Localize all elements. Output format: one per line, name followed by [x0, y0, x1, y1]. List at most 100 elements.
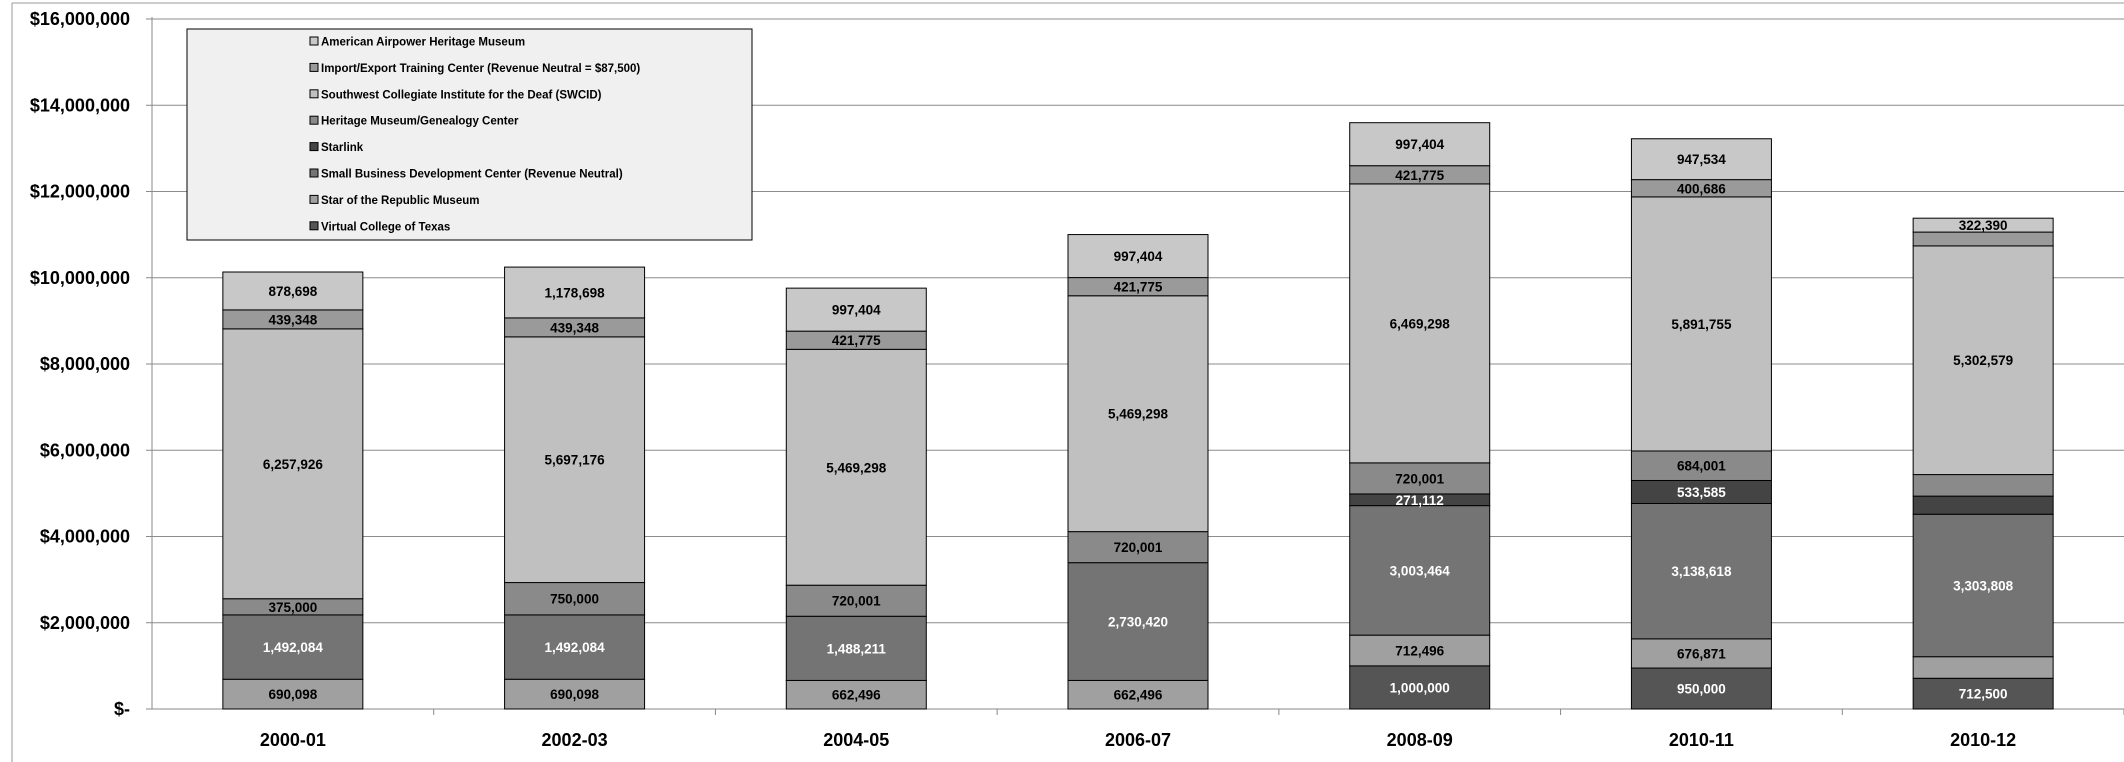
x-tick-label: 2004-05 — [823, 730, 889, 750]
data-label: 662,496 — [832, 688, 881, 703]
legend-swatch — [309, 115, 319, 125]
bar-segment — [1349, 505, 1491, 636]
y-tick-label: $2,000,000 — [40, 613, 130, 633]
bar-segment — [1630, 450, 1772, 481]
bar-segment — [1912, 656, 2054, 679]
bar-segment — [785, 287, 927, 332]
x-tick-label: 2008-09 — [1387, 730, 1453, 750]
data-label: 950,000 — [1677, 682, 1726, 697]
data-label: 684,001 — [1677, 459, 1726, 474]
bars: 690,098 1,492,084 375,000 6,257,926 439,348 8… — [222, 122, 2054, 710]
legend-entry: Virtual College of Texas — [321, 221, 450, 233]
legend-swatch — [309, 194, 319, 204]
data-label: 375,000 — [268, 600, 317, 615]
data-label: 322,390 — [1959, 218, 2008, 233]
bar-segment — [504, 266, 646, 319]
y-tick-label: $6,000,000 — [40, 440, 130, 460]
bar-segment — [1912, 231, 2054, 247]
bar-segment — [1912, 217, 2054, 233]
legend-swatch — [309, 221, 319, 231]
data-label: 421,775 — [1114, 280, 1163, 295]
legend-swatch — [309, 36, 319, 46]
data-label: 1,492,084 — [263, 640, 324, 655]
bar-segment — [1630, 138, 1772, 181]
bar-segment — [1349, 462, 1491, 495]
y-tick-label: $- — [114, 699, 130, 719]
bar-segment — [1630, 667, 1772, 710]
y-tick-label: $12,000,000 — [30, 182, 130, 202]
data-label: 5,302,579 — [1953, 353, 2013, 368]
bar-segment — [504, 336, 646, 584]
bar-segment — [1630, 638, 1772, 669]
bar-segment — [1349, 183, 1491, 464]
legend-swatch — [309, 142, 319, 152]
data-label: 5,891,755 — [1671, 317, 1732, 332]
data-label: 947,534 — [1677, 152, 1726, 167]
bar-segment — [1349, 665, 1491, 710]
y-tick-label: $10,000,000 — [30, 268, 130, 288]
data-label: 712,500 — [1959, 687, 2008, 702]
bar-segment — [1912, 245, 2054, 476]
data-label: 271,112 — [1396, 493, 1444, 508]
legend-swatch — [309, 89, 319, 99]
bar-segment — [1067, 531, 1209, 564]
data-label: 690,098 — [550, 687, 599, 702]
legend-entry: Southwest Collegiate Institute for the D… — [321, 89, 602, 101]
axes: $- $2,000,000 $4,000,000 $6,000,000 $8,000,0… — [11, 2, 2124, 762]
bar-segment — [1630, 196, 1772, 452]
data-label: 1,178,698 — [545, 285, 606, 300]
data-label: 676,871 — [1677, 646, 1726, 661]
data-label: 6,469,298 — [1390, 316, 1451, 331]
bar-segment — [1349, 634, 1491, 667]
data-label: 720,001 — [1114, 540, 1163, 555]
data-label: 662,496 — [1114, 688, 1163, 703]
data-label: 5,469,298 — [826, 460, 887, 475]
data-label: 2,730,420 — [1108, 615, 1168, 630]
data-label: 3,138,618 — [1671, 564, 1732, 579]
bar-segment — [1067, 234, 1209, 279]
bar-segment — [785, 679, 927, 710]
data-label: 400,686 — [1677, 181, 1726, 196]
x-tick-label: 2006-07 — [1105, 730, 1171, 750]
data-label: 6,257,926 — [263, 457, 324, 472]
x-tick-label: 2010-12 — [1950, 730, 2016, 750]
bar-segment — [222, 271, 364, 311]
bar-segment — [1349, 122, 1491, 167]
data-label: 421,775 — [1395, 168, 1444, 183]
data-label: 712,496 — [1395, 644, 1444, 659]
data-label: 720,001 — [1395, 471, 1444, 486]
x-tick-label: 2010-11 — [1669, 730, 1734, 750]
data-label: 533,585 — [1677, 485, 1726, 500]
data-label: 1,488,211 — [827, 641, 887, 656]
data-label: 1,000,000 — [1390, 680, 1450, 695]
legend-box — [186, 28, 753, 241]
data-label: 750,000 — [550, 592, 599, 607]
data-label: 439,348 — [550, 320, 599, 335]
data-label: 3,303,808 — [1953, 578, 2014, 593]
legend-entry: Starlink — [321, 142, 364, 154]
legend: American Airpower Heritage Museum Import/… — [186, 28, 753, 241]
data-label: 997,404 — [1114, 249, 1163, 264]
legend-swatch — [309, 168, 319, 178]
bar-segment — [1067, 679, 1209, 710]
data-label: 1,492,084 — [545, 640, 606, 655]
data-label: 878,698 — [268, 284, 317, 299]
data-label: 997,404 — [1395, 137, 1444, 152]
data-label: 5,697,176 — [545, 453, 606, 468]
data-label: 421,775 — [832, 333, 881, 348]
legend-entry: American Airpower Heritage Museum — [321, 37, 525, 49]
x-tick-label: 2000-01 — [260, 730, 326, 750]
bar-segment — [1912, 495, 2054, 515]
data-label: 3,003,464 — [1390, 563, 1451, 578]
legend-entry: Star of the Republic Museum — [321, 195, 479, 207]
y-tick-label: $8,000,000 — [40, 354, 130, 374]
bar-segment — [504, 614, 646, 680]
bar-segment — [1630, 502, 1772, 640]
bar-segment — [504, 678, 646, 710]
bar-segment — [1912, 474, 2054, 497]
bar-segment — [1912, 677, 2054, 710]
bar-segment — [1912, 513, 2054, 658]
legend-entry: Import/Export Training Center (Revenue N… — [321, 63, 640, 75]
y-tick-label: $14,000,000 — [30, 95, 130, 115]
bar-segment — [1067, 562, 1209, 681]
